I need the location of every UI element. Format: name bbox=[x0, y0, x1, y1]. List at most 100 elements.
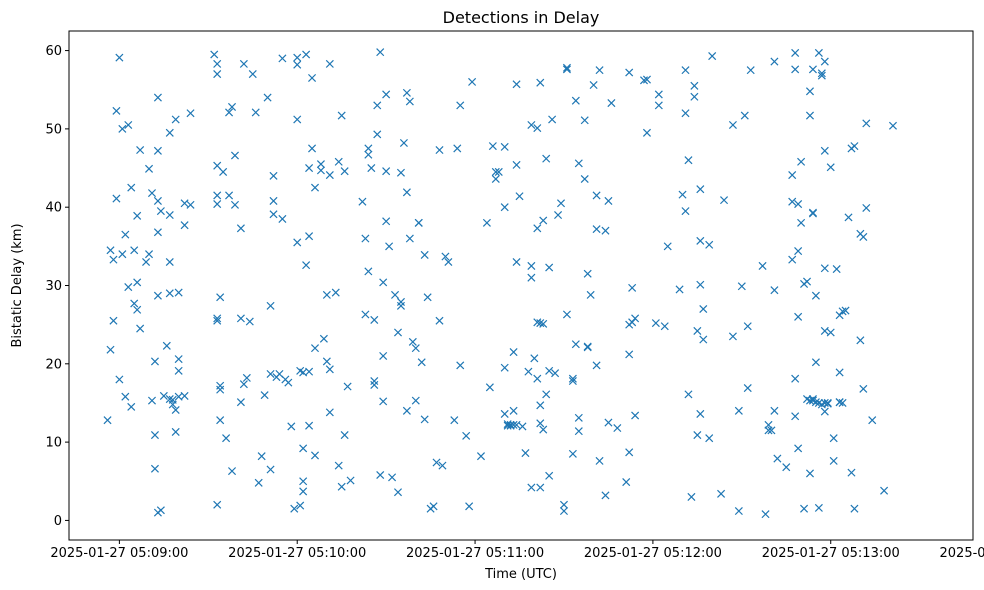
detection-point bbox=[230, 151, 240, 160]
detection-point bbox=[106, 246, 115, 255]
detection-point bbox=[554, 210, 563, 220]
detection-point bbox=[376, 48, 385, 57]
detection-point bbox=[213, 500, 222, 509]
detection-point bbox=[127, 183, 136, 192]
detection-point bbox=[325, 365, 334, 374]
detection-point bbox=[402, 406, 411, 415]
detection-point bbox=[838, 307, 847, 316]
detection-point bbox=[121, 392, 130, 401]
detection-point bbox=[242, 373, 251, 382]
detection-point bbox=[299, 444, 308, 453]
detection-point bbox=[524, 367, 533, 376]
detection-point bbox=[153, 291, 162, 300]
detection-point bbox=[305, 367, 314, 376]
detection-point bbox=[145, 250, 154, 259]
detection-point bbox=[862, 119, 871, 128]
detection-point bbox=[165, 395, 174, 404]
detection-point bbox=[216, 381, 225, 390]
detection-point bbox=[159, 391, 168, 400]
detection-point bbox=[811, 358, 820, 367]
y-tick-label: 60 bbox=[45, 44, 62, 59]
detection-point bbox=[808, 65, 817, 74]
detection-point bbox=[171, 115, 180, 124]
detection-point bbox=[820, 407, 829, 416]
detection-point bbox=[681, 66, 690, 75]
detection-point bbox=[512, 257, 521, 267]
detection-point bbox=[456, 101, 465, 110]
detection-point bbox=[625, 350, 634, 359]
detection-point bbox=[512, 160, 521, 169]
detection-point bbox=[150, 431, 159, 440]
detection-point bbox=[512, 420, 521, 429]
detection-point bbox=[847, 468, 856, 477]
detection-point bbox=[266, 465, 275, 474]
detection-point bbox=[500, 363, 509, 372]
detection-point bbox=[435, 316, 444, 325]
detection-point bbox=[527, 120, 536, 129]
detection-point bbox=[216, 293, 225, 302]
detection-point bbox=[705, 240, 714, 249]
detection-point bbox=[358, 197, 367, 206]
detection-point bbox=[607, 99, 616, 108]
detection-point bbox=[382, 217, 391, 226]
detection-point bbox=[322, 290, 331, 299]
detection-point bbox=[518, 422, 527, 431]
detection-point bbox=[488, 142, 497, 151]
detection-point bbox=[278, 214, 287, 223]
detection-point bbox=[805, 87, 815, 96]
detection-point bbox=[767, 426, 776, 435]
detection-point bbox=[305, 164, 314, 173]
detection-point bbox=[308, 73, 317, 83]
detection-point bbox=[112, 194, 121, 203]
detection-point bbox=[788, 255, 797, 264]
detection-point bbox=[310, 451, 320, 460]
detection-point bbox=[663, 242, 672, 251]
detection-point bbox=[180, 221, 189, 230]
detection-point bbox=[302, 261, 311, 270]
y-axis-ticks: 0 10 20 30 40 50 60 bbox=[45, 44, 69, 529]
detection-point bbox=[675, 285, 684, 294]
detection-point bbox=[168, 400, 177, 409]
detection-point bbox=[791, 48, 800, 57]
detection-point bbox=[797, 218, 806, 227]
detection-point bbox=[468, 77, 477, 86]
detection-point bbox=[868, 416, 877, 425]
detection-point bbox=[305, 232, 314, 241]
detection-point bbox=[290, 504, 299, 513]
detection-point bbox=[817, 71, 826, 80]
detection-point bbox=[545, 366, 554, 375]
detection-point bbox=[150, 357, 159, 366]
detection-point bbox=[299, 487, 308, 496]
detection-point bbox=[225, 108, 234, 117]
detection-point bbox=[734, 406, 743, 415]
y-tick-label: 0 bbox=[54, 514, 62, 529]
detection-point bbox=[764, 426, 773, 435]
detection-point bbox=[239, 59, 248, 68]
detection-point bbox=[797, 157, 806, 166]
detection-point bbox=[222, 434, 231, 443]
detection-point bbox=[850, 504, 859, 513]
detection-point bbox=[542, 390, 551, 399]
detection-point bbox=[361, 310, 370, 319]
detection-point bbox=[820, 398, 829, 407]
detection-point bbox=[574, 427, 583, 436]
data-points bbox=[103, 48, 897, 519]
detection-point bbox=[562, 65, 571, 74]
detection-point bbox=[559, 500, 569, 509]
detection-point bbox=[364, 150, 373, 159]
detection-point bbox=[302, 50, 311, 59]
detection-point bbox=[509, 420, 518, 429]
detection-point bbox=[370, 380, 379, 389]
detection-point bbox=[556, 199, 566, 208]
detection-point bbox=[269, 210, 278, 219]
detection-point bbox=[571, 340, 580, 349]
detection-point bbox=[613, 423, 622, 433]
detection-point bbox=[539, 319, 548, 328]
detection-point bbox=[310, 183, 320, 192]
detection-point bbox=[832, 265, 841, 274]
detection-point bbox=[340, 431, 349, 440]
detection-point bbox=[595, 66, 604, 75]
detection-point bbox=[580, 116, 589, 125]
y-tick-label: 50 bbox=[45, 122, 62, 137]
detection-point bbox=[370, 315, 379, 324]
